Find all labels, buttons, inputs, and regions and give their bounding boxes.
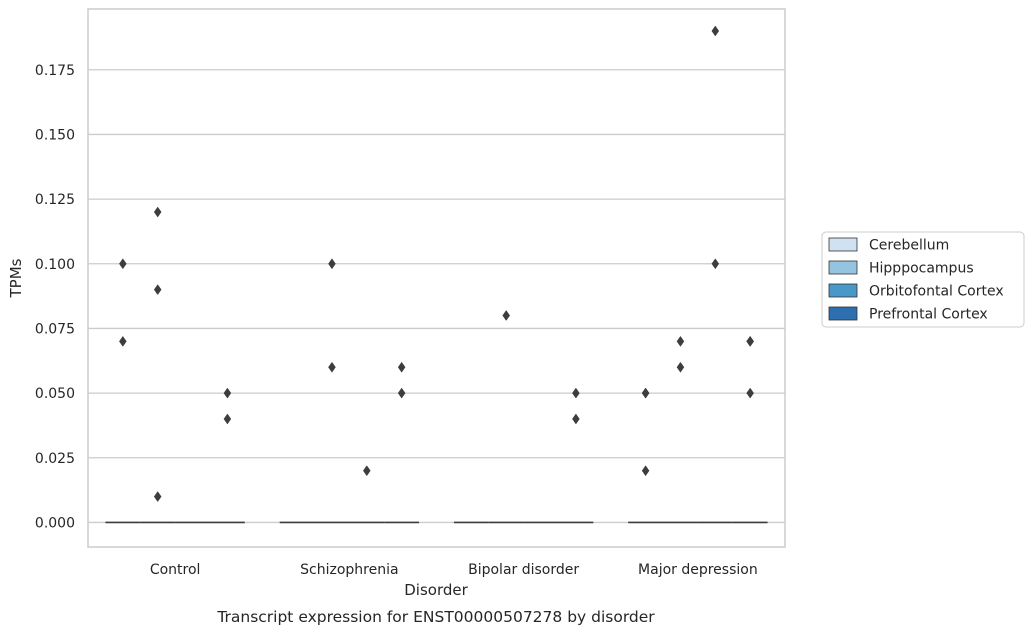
legend-swatch xyxy=(828,237,858,252)
legend-frame xyxy=(821,231,1025,328)
legend-swatch xyxy=(828,283,858,298)
legend: Cerebellum Hipppocampus Orbitofontal Corte… xyxy=(821,231,1025,328)
outlier-point xyxy=(328,361,336,373)
outlier-point xyxy=(746,387,754,399)
outlier-point xyxy=(502,310,511,321)
x-axis-ticks: Control Schizophrenia Bipolar disorder Majo… xyxy=(150,562,758,578)
y-tick-label: 0.050 xyxy=(35,386,75,402)
y-tick-label: 0.150 xyxy=(35,127,75,143)
outlier-point xyxy=(572,387,580,399)
chart-caption: Transcript expression for ENST0000050727… xyxy=(216,608,655,626)
outlier-point xyxy=(641,465,650,477)
y-tick-label: 0.100 xyxy=(35,257,75,273)
y-tick-label: 0.075 xyxy=(35,321,75,337)
x-tick-label: Schizophrenia xyxy=(300,562,398,578)
legend-label: Hipppocampus xyxy=(869,261,974,277)
outlier-point xyxy=(223,387,232,399)
y-tick-label: 0.000 xyxy=(35,515,75,531)
outlier-point xyxy=(119,335,127,347)
x-axis-label: Disorder xyxy=(404,581,468,599)
y-tick-label: 0.125 xyxy=(35,192,75,208)
x-tick-label: Major depression xyxy=(638,562,758,578)
outlier-point xyxy=(397,361,406,373)
outlier-point xyxy=(711,258,720,270)
legend-label: Cerebellum xyxy=(869,238,949,254)
outlier-point xyxy=(711,25,720,37)
y-axis-label: TPMs xyxy=(7,258,25,298)
legend-label: Orbitofontal Cortex xyxy=(869,284,1004,300)
outlier-point xyxy=(676,361,685,373)
outlier-point xyxy=(641,387,650,399)
x-tick-label: Bipolar disorder xyxy=(468,562,579,578)
legend-label: Prefrontal Cortex xyxy=(869,307,988,323)
plot-frame xyxy=(87,8,786,548)
outlier-point xyxy=(153,491,162,502)
y-axis-ticks: 0.000 0.025 0.050 0.075 0.100 0.125 0.150 0.175 xyxy=(35,63,75,532)
outlier-point xyxy=(746,335,754,347)
grid xyxy=(88,69,785,524)
legend-swatch xyxy=(828,306,858,321)
outlier-point xyxy=(362,465,371,477)
outlier-point xyxy=(119,258,127,270)
outlier-point xyxy=(572,413,580,425)
outlier-point xyxy=(676,335,685,347)
y-tick-label: 0.175 xyxy=(35,63,75,79)
outlier-point xyxy=(223,413,232,425)
legend-swatch xyxy=(828,260,858,275)
outlier-point xyxy=(328,258,336,270)
outlier-point xyxy=(153,284,162,296)
outlier-point xyxy=(397,387,406,399)
plot-marks xyxy=(105,25,768,524)
y-tick-label: 0.025 xyxy=(35,451,75,467)
outlier-point xyxy=(153,206,162,218)
x-tick-label: Control xyxy=(150,562,201,578)
